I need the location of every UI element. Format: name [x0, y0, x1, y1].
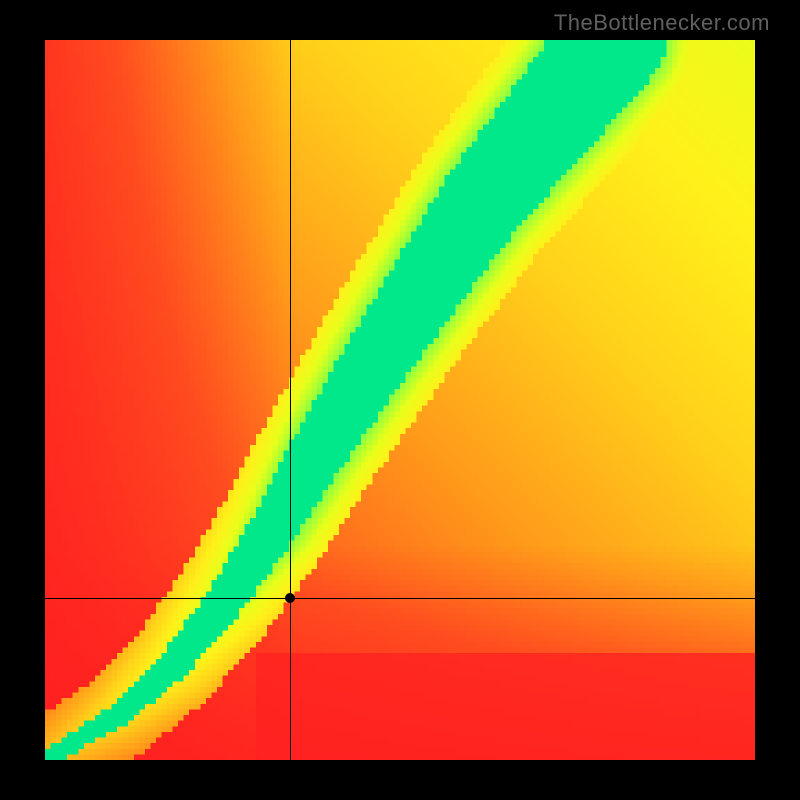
heatmap-plot — [45, 40, 755, 760]
crosshair-vertical — [290, 40, 291, 760]
watermark-text: TheBottlenecker.com — [554, 10, 770, 36]
heatmap-canvas — [45, 40, 755, 760]
crosshair-horizontal — [45, 598, 755, 599]
data-point-marker — [285, 593, 295, 603]
